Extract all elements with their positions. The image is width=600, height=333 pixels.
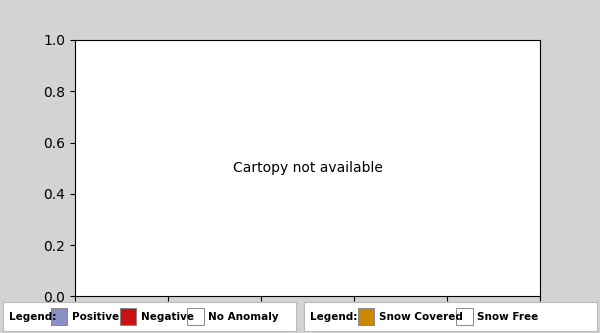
Text: Positive: Positive <box>72 312 119 322</box>
Text: No Anomaly: No Anomaly <box>208 312 278 322</box>
Text: Negative: Negative <box>140 312 194 322</box>
Text: Snow Covered: Snow Covered <box>379 312 463 322</box>
Text: Snow Free: Snow Free <box>477 312 538 322</box>
Text: Cartopy not available: Cartopy not available <box>233 161 382 175</box>
Bar <box>187 308 203 325</box>
Text: Legend:: Legend: <box>9 312 56 322</box>
Bar <box>52 308 67 325</box>
Bar <box>120 308 136 325</box>
Bar <box>358 308 374 325</box>
Bar <box>457 308 473 325</box>
Text: Legend:: Legend: <box>310 312 358 322</box>
